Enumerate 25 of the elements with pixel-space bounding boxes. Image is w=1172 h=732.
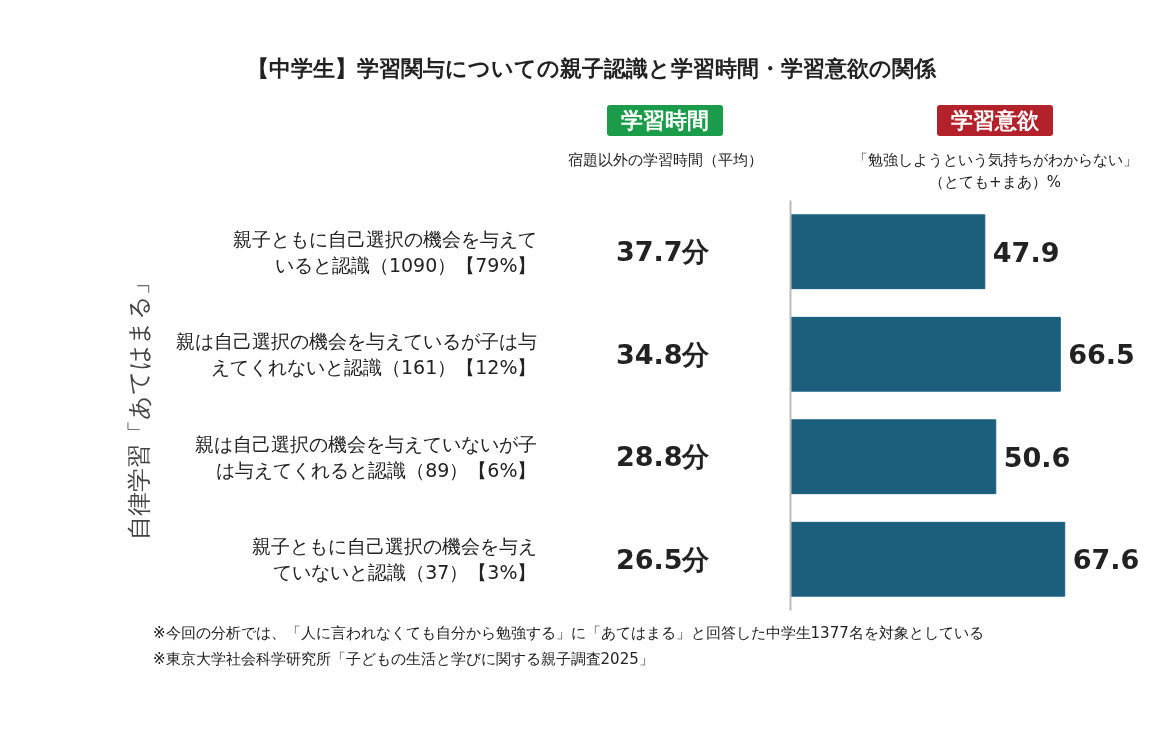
text: 宿題以外の学習時間（平均） [567,150,763,172]
text: 26.5分 [615,543,711,575]
bar [790,521,1066,597]
bar [790,214,986,290]
text: ※東京大学社会科学研究所「子どもの生活と学びに関する親子調査2025」 [153,650,654,668]
data-label: 47.9 [992,236,1060,268]
text: 37.7分 [615,236,711,268]
text: 「勉強しようという気持ちがわからない」 [852,150,1138,172]
text: 学習時間 [607,105,723,136]
text: 34.8分 [615,338,711,370]
y-tick-label: 親子ともに自己選択の機会を与えていないと認識（37）【3%】 [251,535,537,584]
text: 28.8分 [615,441,711,473]
text: （とても+まあ）% [928,171,1062,193]
y-tick-label: 親子ともに自己選択の機会を与えていると認識（1090）【79%】 [232,227,537,276]
y-axis-title: 自律学習「あてはまる」 [124,271,153,540]
data-label: 66.5 [1068,339,1135,371]
data-label: 67.6 [1072,544,1140,576]
y-tick-label: 親は自己選択の機会を与えていないが子は与えてくれると認識（89）【6%】 [194,432,537,481]
data-label: 50.6 [1003,441,1071,473]
text: 【中学生】学習関与についての親子認識と学習時間・学習意欲の関係 [246,55,936,83]
text: 学習意欲 [937,105,1053,136]
bar [790,316,1061,392]
bar [790,419,997,495]
y-tick-label: 親は自己選択の機会を与えているが子は与えてくれないと認識（161）【12%】 [175,330,537,379]
text: ※今回の分析では、「人に言われなくても自分から勉強する」に「あてはまる」と回答した中学生1377名を対象としている [153,624,984,642]
